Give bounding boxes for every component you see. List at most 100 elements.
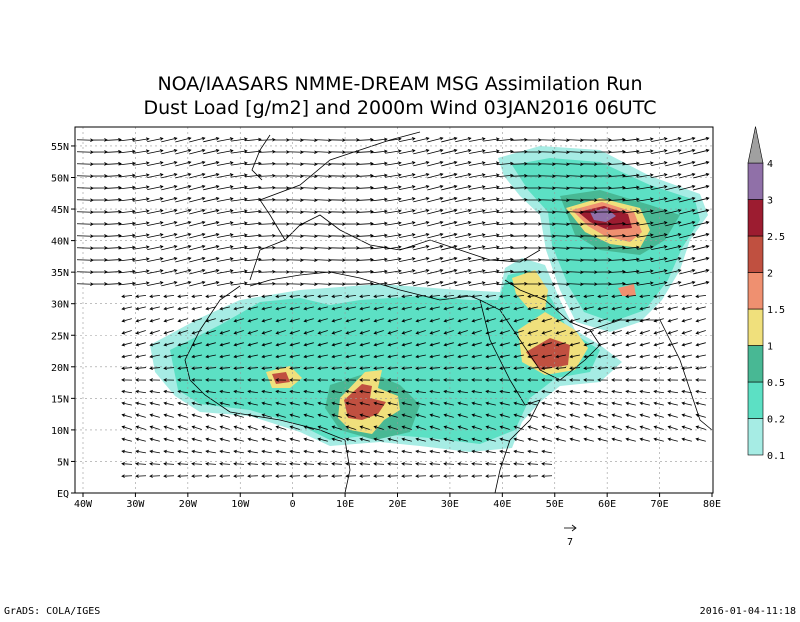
wind-arrow bbox=[147, 149, 164, 154]
wind-arrow bbox=[161, 244, 178, 251]
wind-arrow bbox=[303, 378, 315, 382]
wind-arrow bbox=[175, 220, 192, 227]
wind-arrow bbox=[331, 354, 342, 359]
wind-arrow bbox=[359, 401, 370, 406]
wind-arrow bbox=[413, 220, 430, 227]
wind-arrow bbox=[583, 366, 595, 371]
wind-arrow bbox=[247, 366, 259, 371]
wind-arrow bbox=[569, 413, 580, 418]
wind-arrow bbox=[149, 318, 160, 323]
wind-arrow bbox=[217, 233, 234, 238]
wind-arrow bbox=[639, 413, 650, 418]
wind-arrow bbox=[483, 281, 500, 286]
wind-arrow bbox=[205, 449, 216, 454]
wind-arrow bbox=[681, 401, 692, 406]
wind-arrow bbox=[189, 268, 206, 275]
wind-arrow bbox=[471, 474, 483, 478]
wind-arrow bbox=[177, 378, 189, 382]
wind-arrow bbox=[387, 413, 398, 418]
wind-arrow bbox=[133, 137, 150, 142]
wind-arrow bbox=[261, 342, 272, 347]
wind-arrow bbox=[693, 256, 710, 263]
wind-arrow bbox=[161, 172, 178, 179]
wind-arrow bbox=[303, 401, 314, 406]
wind-arrow bbox=[457, 401, 468, 406]
wind-arrow bbox=[303, 318, 314, 323]
wind-arrow bbox=[135, 342, 146, 347]
wind-arrow bbox=[594, 258, 612, 262]
wind-arrow bbox=[189, 148, 206, 155]
wind-arrow bbox=[191, 462, 203, 466]
wind-arrow bbox=[651, 137, 668, 143]
coastline bbox=[184, 285, 351, 494]
wind-arrow bbox=[667, 389, 679, 394]
wind-arrow bbox=[342, 270, 360, 274]
wind-arrow bbox=[385, 281, 402, 286]
wind-arrow bbox=[289, 474, 301, 478]
wind-arrow bbox=[651, 269, 668, 275]
wind-arrow bbox=[261, 449, 272, 454]
wind-arrow bbox=[135, 378, 147, 382]
wind-arrow bbox=[161, 184, 178, 191]
wind-arrow bbox=[217, 161, 234, 166]
wind-arrow bbox=[121, 294, 133, 299]
wind-arrow bbox=[373, 294, 385, 299]
wind-arrow bbox=[371, 185, 388, 190]
wind-arrow bbox=[527, 294, 539, 299]
wind-arrow bbox=[665, 220, 682, 227]
wind-arrow bbox=[693, 268, 710, 275]
wind-arrow bbox=[371, 281, 388, 286]
wind-arrow bbox=[471, 378, 483, 382]
wind-arrow bbox=[359, 425, 370, 430]
wind-arrow bbox=[401, 306, 412, 311]
wind-arrow bbox=[639, 389, 651, 394]
wind-arrow bbox=[175, 136, 192, 143]
wind-arrow bbox=[401, 413, 412, 418]
wind-arrow bbox=[289, 294, 301, 299]
lon-tick-label: 40W bbox=[74, 499, 93, 510]
wind-arrow bbox=[342, 246, 360, 250]
wind-arrow bbox=[427, 244, 444, 251]
wind-arrow bbox=[499, 401, 510, 406]
wind-arrow bbox=[611, 413, 622, 418]
wind-arrow bbox=[441, 172, 458, 179]
wind-arrow bbox=[415, 330, 426, 335]
wind-arrow bbox=[413, 280, 430, 287]
wind-arrow bbox=[695, 425, 706, 430]
wind-arrow bbox=[121, 425, 132, 430]
wind-arrow bbox=[119, 245, 136, 250]
wind-arrow bbox=[483, 149, 500, 154]
wind-arrow bbox=[469, 245, 486, 250]
wind-arrow bbox=[611, 425, 622, 430]
wind-arrow bbox=[625, 366, 637, 371]
wind-arrow bbox=[247, 401, 258, 406]
wind-arrow bbox=[653, 437, 664, 442]
wind-arrow bbox=[342, 174, 360, 178]
wind-arrow bbox=[693, 244, 710, 251]
wind-arrow bbox=[665, 148, 682, 155]
dust-region bbox=[272, 372, 290, 384]
reference-arrowhead bbox=[571, 524, 577, 532]
wind-arrow bbox=[303, 306, 314, 311]
wind-arrow bbox=[231, 173, 248, 178]
wind-arrow bbox=[135, 389, 147, 394]
wind-arrow bbox=[427, 256, 444, 263]
colorbar-swatch bbox=[747, 345, 764, 383]
wind-arrow bbox=[247, 354, 258, 359]
wind-arrow bbox=[387, 449, 398, 454]
wind-arrow bbox=[415, 306, 426, 311]
wind-arrow bbox=[457, 437, 468, 442]
wind-arrow bbox=[247, 294, 259, 299]
wind-arrow bbox=[611, 437, 622, 442]
wind-arrow bbox=[653, 318, 664, 323]
wind-arrow bbox=[345, 437, 356, 442]
wind-arrow bbox=[625, 425, 636, 430]
wind-arrow bbox=[317, 318, 328, 323]
wind-arrow bbox=[342, 198, 360, 202]
wind-arrow bbox=[569, 437, 580, 442]
wind-arrow bbox=[569, 378, 581, 382]
wind-arrow bbox=[373, 342, 384, 347]
wind-arrow bbox=[513, 318, 524, 323]
wind-arrow bbox=[681, 342, 692, 347]
wind-arrow bbox=[527, 437, 538, 442]
